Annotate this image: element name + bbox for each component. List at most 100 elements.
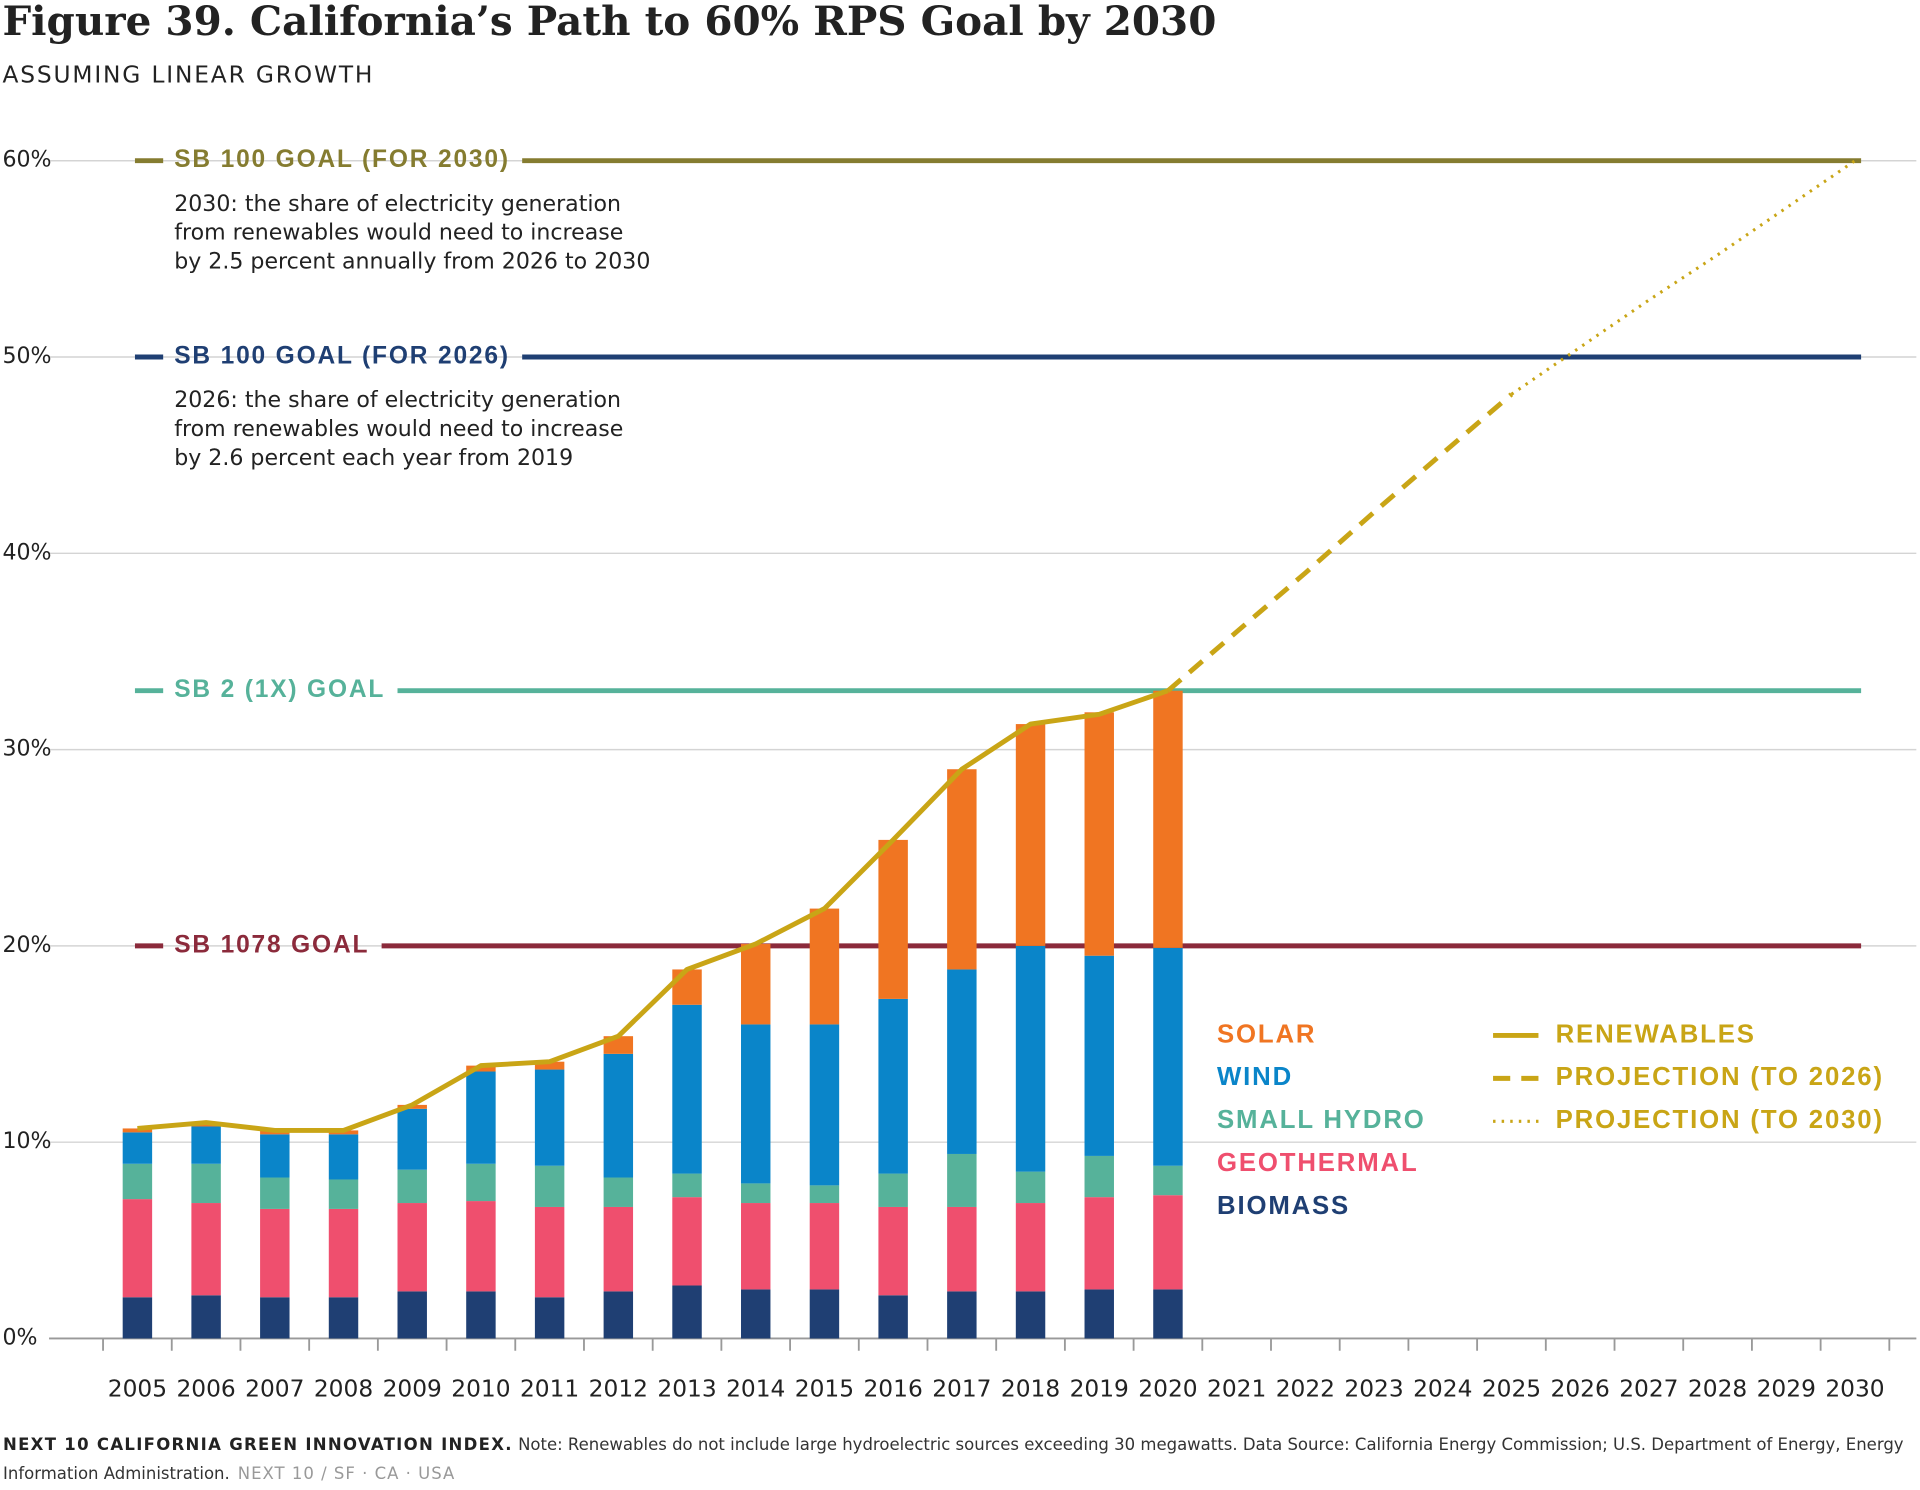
bar-segment	[122, 1199, 153, 1298]
legend-label: GEOTHERMAL	[1217, 1149, 1419, 1177]
legend-label: PROJECTION (TO 2026)	[1556, 1063, 1884, 1091]
bar-segment	[1084, 955, 1114, 1156]
bar-segment	[466, 1163, 496, 1202]
x-tick-label: 2027	[1619, 1376, 1678, 1403]
annotation: by 2.6 percent each year from 2019	[174, 446, 573, 471]
x-tick-label: 2030	[1825, 1376, 1884, 1403]
x-tick-label: 2011	[520, 1376, 579, 1403]
reference-line-label: SB 1078 GOAL	[174, 931, 369, 958]
bar-segment	[397, 1108, 427, 1170]
annotation: 2026: the share of electricity generatio…	[174, 388, 621, 413]
x-tick-label: 2016	[863, 1376, 922, 1403]
bar-segment	[809, 1203, 840, 1290]
bar-segment	[741, 1203, 771, 1290]
x-tick-label: 2010	[451, 1376, 510, 1403]
bar-segment	[466, 1065, 496, 1072]
x-tick-label: 2008	[314, 1376, 373, 1403]
bar-segment	[1015, 1171, 1046, 1204]
bar-segment	[1015, 724, 1046, 946]
annotation: from renewables would need to increase	[174, 221, 623, 246]
bar-segment	[947, 769, 977, 970]
x-tick-label: 2017	[932, 1376, 991, 1403]
footnote: NEXT 10 CALIFORNIA GREEN INNOVATION INDE…	[3, 1430, 1913, 1488]
y-tick-label: 50%	[2, 344, 51, 369]
line	[1510, 159, 1856, 396]
bar-segment	[603, 1053, 634, 1178]
annotation: from renewables would need to increase	[174, 417, 623, 442]
chart-subtitle: ASSUMING LINEAR GROWTH	[2, 62, 374, 89]
bar-segment	[947, 1153, 977, 1207]
x-tick-label: 2009	[383, 1376, 442, 1403]
annotation: 2030: the share of electricity generatio…	[174, 192, 621, 217]
bar-segment	[809, 1289, 840, 1339]
footnote-note: Note: Renewables do not include large hy…	[3, 1435, 1904, 1483]
bar-segment	[672, 1285, 702, 1339]
bar-segment	[672, 1173, 702, 1198]
bar-segment	[809, 1185, 840, 1204]
y-tick-label: 20%	[2, 933, 51, 958]
x-tick-label: 2005	[108, 1376, 167, 1403]
bar-segment	[741, 1024, 771, 1184]
line	[1166, 392, 1514, 693]
bar-segment	[1015, 1291, 1046, 1339]
bar-segment	[809, 1024, 840, 1186]
bar-segment	[191, 1126, 221, 1164]
bar-segment	[878, 998, 908, 1174]
bar-segment	[122, 1163, 153, 1200]
y-tick-label: 0%	[2, 1325, 37, 1350]
legend-label: RENEWABLES	[1556, 1020, 1756, 1048]
bar-segment	[466, 1201, 496, 1292]
chart: Figure 39. California’s Path to 60% RPS …	[2, 0, 1917, 1403]
bar-segment	[1153, 1195, 1183, 1290]
bar-segment	[1084, 712, 1114, 956]
bar-segment	[466, 1071, 496, 1164]
reference-line-label: SB 2 (1X) GOAL	[174, 676, 385, 703]
footnote-tagline: NEXT 10 / SF · CA · USA	[237, 1464, 456, 1483]
bar-segment	[122, 1132, 153, 1164]
bar-segment	[878, 839, 908, 999]
legend-label: SMALL HYDRO	[1217, 1106, 1426, 1134]
bar-segment	[1153, 690, 1183, 948]
bar-segment	[741, 1289, 771, 1339]
x-tick-label: 2023	[1344, 1376, 1403, 1403]
bar-segment	[1153, 947, 1183, 1166]
reference-line-label: SB 100 GOAL (FOR 2030)	[174, 146, 510, 173]
x-tick-label: 2013	[657, 1376, 716, 1403]
bar-segment	[672, 1197, 702, 1286]
bar-segment	[1084, 1155, 1114, 1198]
bar-segment	[603, 1177, 634, 1207]
x-tick-label: 2006	[176, 1376, 235, 1403]
y-tick-label: 10%	[2, 1129, 51, 1154]
chart-title: Figure 39. California’s Path to 60% RPS …	[2, 0, 1216, 45]
y-tick-label: 40%	[2, 540, 51, 565]
bar-segment	[328, 1179, 359, 1209]
bar-segment	[603, 1291, 634, 1339]
reference-line-label: SB 100 GOAL (FOR 2026)	[174, 342, 510, 369]
bar-segment	[878, 1206, 908, 1296]
bar-segment	[397, 1291, 427, 1339]
bar-segment	[397, 1203, 427, 1292]
bar-segment	[672, 969, 702, 1005]
bar-segment	[534, 1061, 565, 1070]
bar-segment	[672, 1004, 702, 1174]
bar-segment	[603, 1206, 634, 1292]
bar-segment	[260, 1297, 290, 1339]
bar-segment	[191, 1203, 221, 1296]
x-tick-label: 2020	[1138, 1376, 1197, 1403]
x-tick-label: 2029	[1757, 1376, 1816, 1403]
bar-segment	[947, 1291, 977, 1339]
x-tick-label: 2015	[795, 1376, 854, 1403]
bar-segment	[947, 969, 977, 1154]
bar-segment	[122, 1297, 153, 1339]
bar-segment	[878, 1173, 908, 1207]
bar-segment	[878, 1295, 908, 1339]
x-tick-label: 2019	[1070, 1376, 1129, 1403]
bar-segment	[122, 1128, 153, 1133]
bar-segment	[466, 1291, 496, 1339]
bar-segment	[534, 1206, 565, 1298]
bar-segment	[1084, 1197, 1114, 1290]
bar-segment	[260, 1208, 290, 1298]
bar-segment	[260, 1177, 290, 1209]
x-tick-label: 2018	[1001, 1376, 1060, 1403]
